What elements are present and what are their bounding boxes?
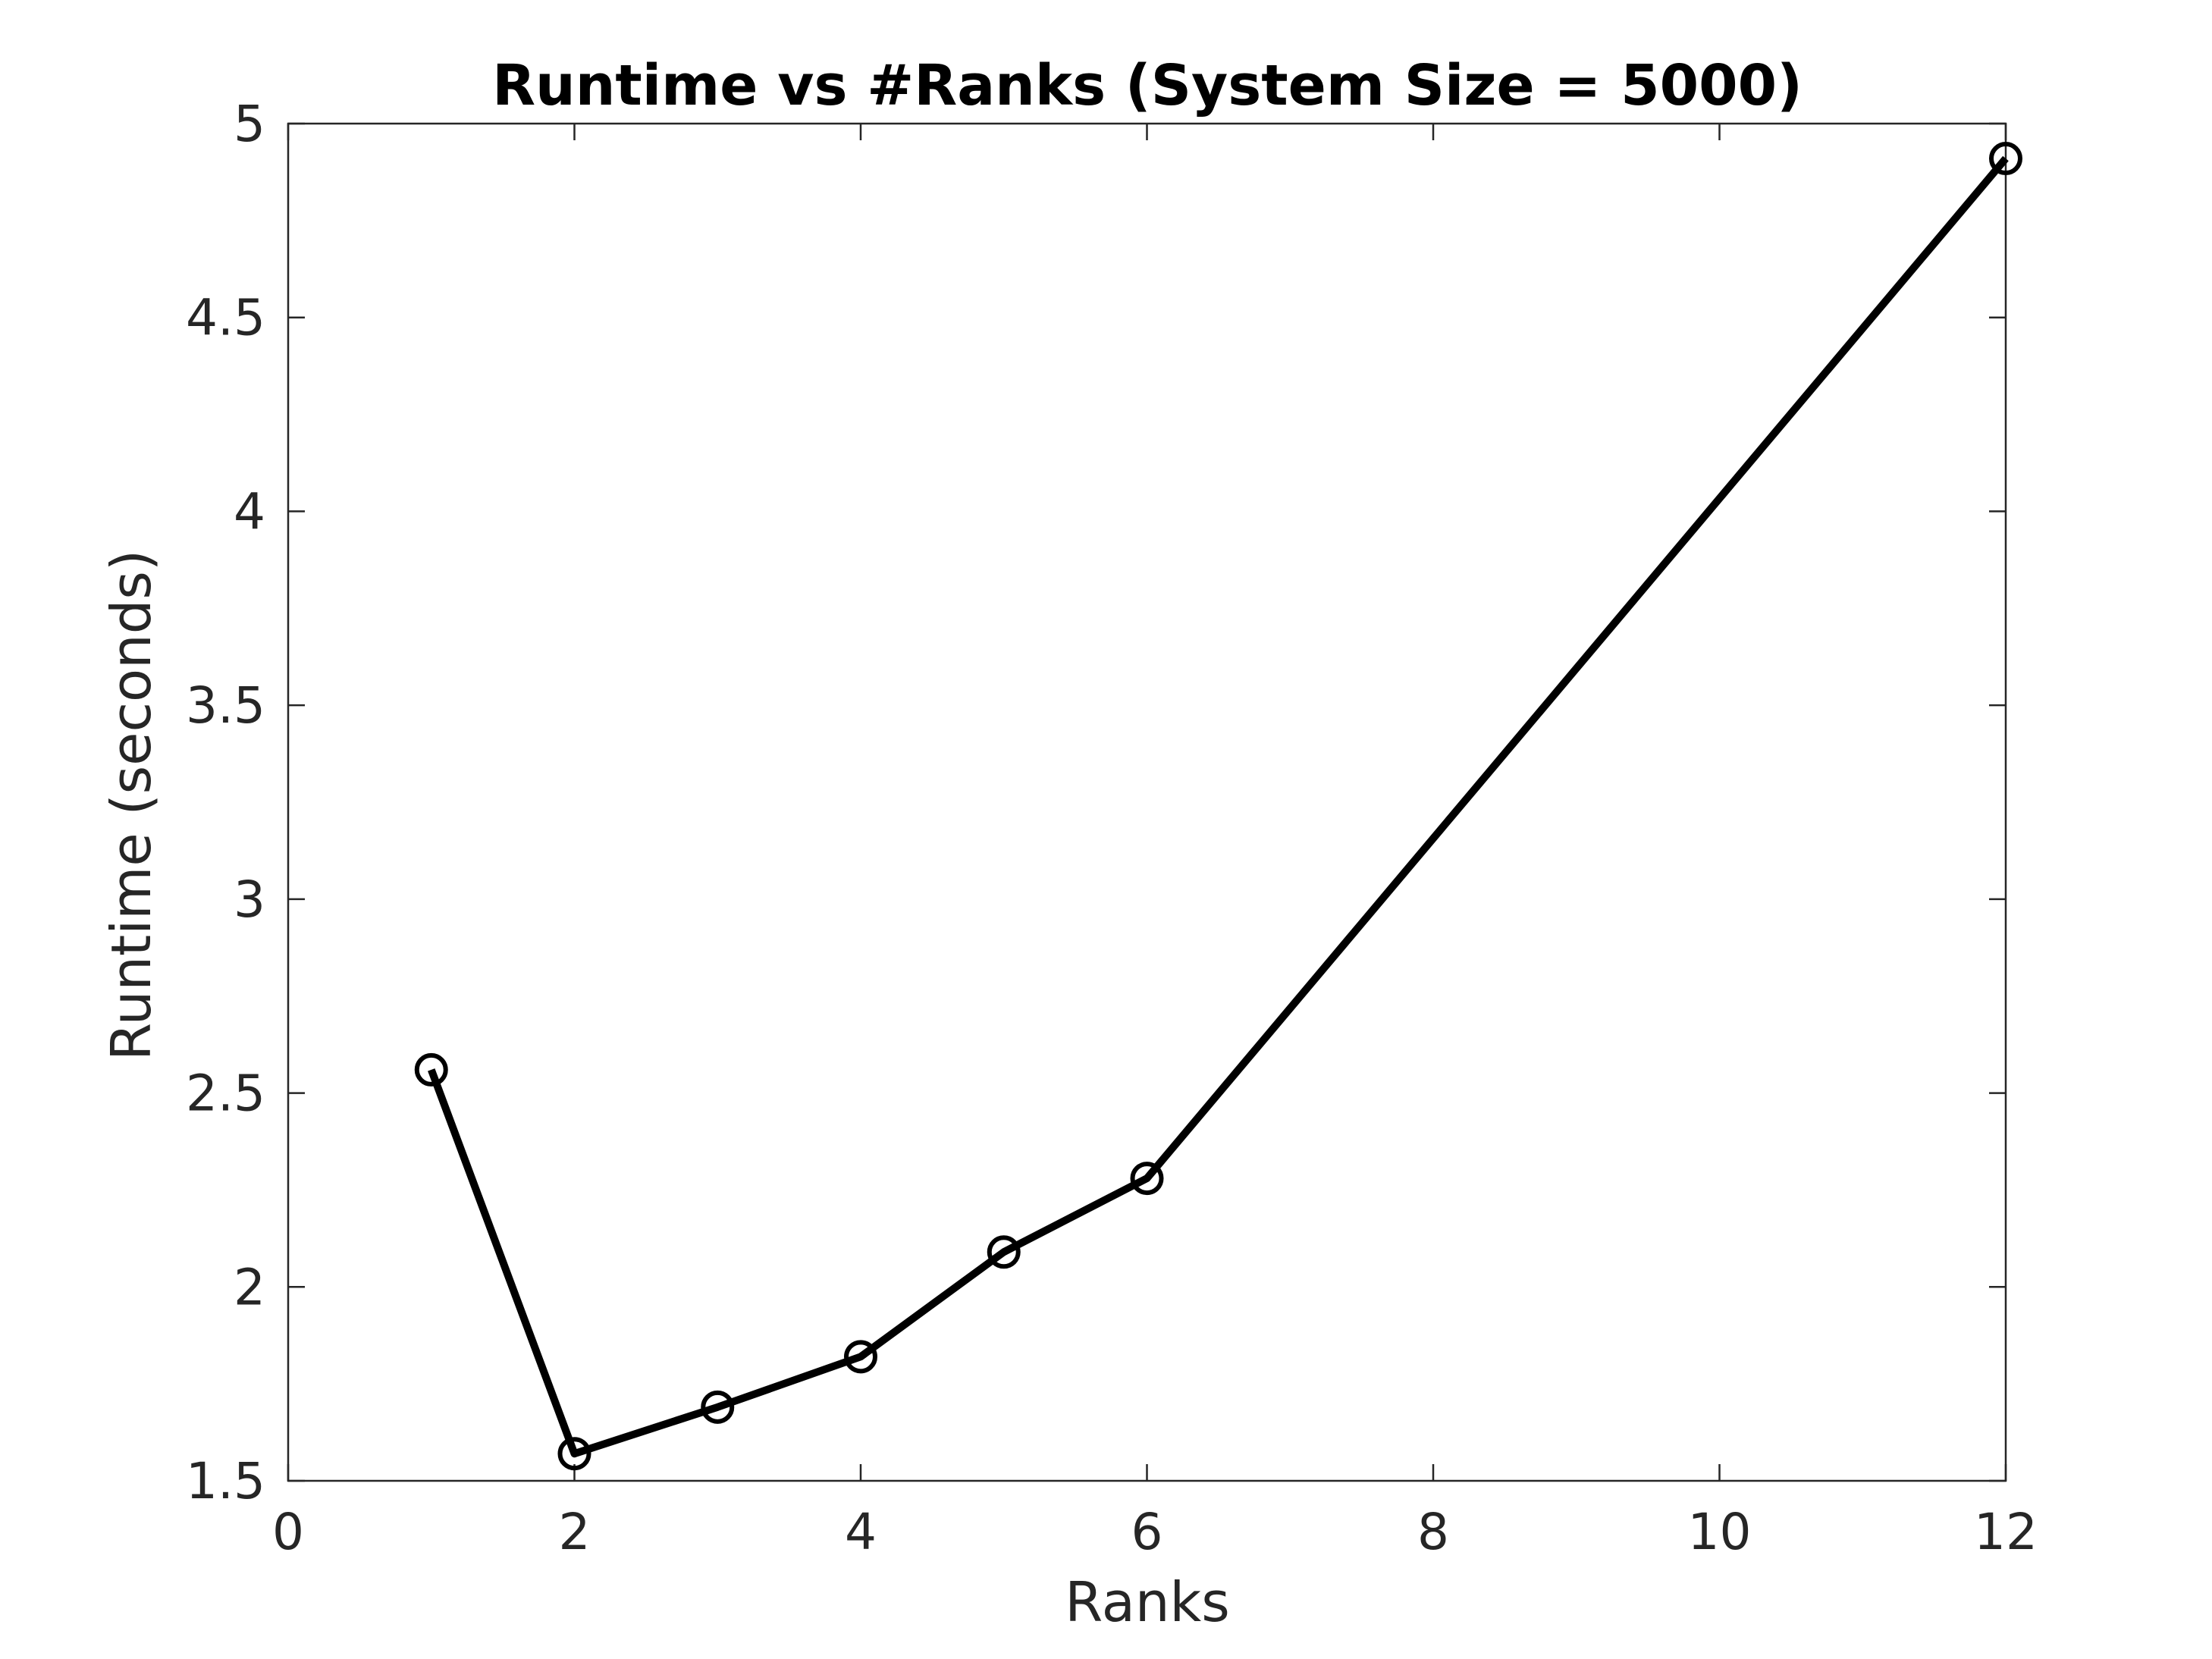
y-tick-label: 4 <box>234 482 265 541</box>
x-tick-label: 2 <box>559 1503 591 1561</box>
y-tick-label: 3 <box>234 870 265 929</box>
data-point-marker <box>557 1437 591 1471</box>
x-tick-label: 6 <box>1131 1503 1163 1561</box>
series-line <box>428 155 2009 1458</box>
x-tick-label: 4 <box>845 1503 877 1561</box>
axes: 0 2 4 6 8 10 12 1.5 2 2.5 3 3.5 4 4.5 5 <box>186 95 2038 1561</box>
y-tick-label: 4.5 <box>186 289 265 347</box>
data-point-marker <box>701 1390 735 1424</box>
x-tick-label: 12 <box>1974 1503 2038 1561</box>
y-tick-label: 3.5 <box>186 676 265 735</box>
data-point-marker <box>414 1052 448 1087</box>
x-axis-label: Ranks <box>1065 1570 1229 1634</box>
x-tick-label: 10 <box>1688 1503 1752 1561</box>
data-point-marker <box>987 1235 1021 1269</box>
chart-title: Runtime vs #Ranks (System Size = 5000) <box>492 53 1803 118</box>
x-tick-label: 8 <box>1417 1503 1449 1561</box>
y-axis-label: Runtime (seconds) <box>99 550 163 1061</box>
x-tick-label: 0 <box>272 1503 304 1561</box>
y-tick-label: 2 <box>234 1258 265 1316</box>
data-point-marker <box>844 1340 877 1374</box>
y-tick-label: 5 <box>234 95 265 153</box>
y-tick-label: 2.5 <box>186 1065 265 1123</box>
data-point-marker <box>1130 1162 1164 1196</box>
series-group <box>414 142 2022 1471</box>
y-tick-label: 1.5 <box>186 1452 265 1510</box>
data-point-marker <box>1989 142 2022 176</box>
